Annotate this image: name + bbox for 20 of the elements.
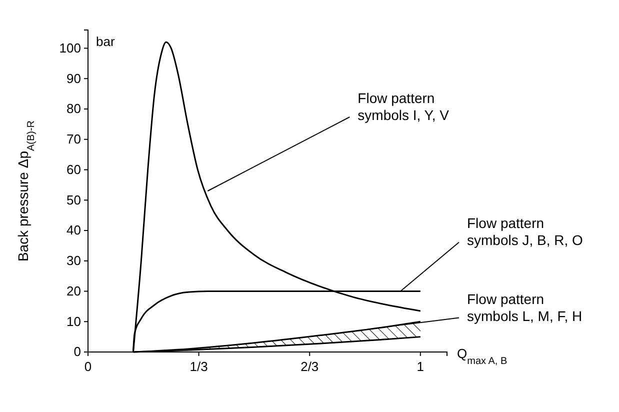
y-tick-label: 90 — [66, 70, 81, 86]
annotation: bar — [96, 34, 116, 49]
y-tick-label: 10 — [66, 314, 81, 329]
y-tick-label: 80 — [66, 101, 81, 116]
y-tick-label: 30 — [66, 253, 81, 268]
x-tick-label: 0 — [84, 359, 92, 374]
y-tick-label: 40 — [66, 222, 81, 238]
x-tick-label: 1/3 — [190, 359, 208, 374]
y-tick-label: 0 — [74, 344, 81, 360]
annotation: Flow pattern symbols L, M, F, H — [467, 290, 582, 324]
x-tick-label: 2/3 — [300, 359, 319, 374]
x-axis-title: Q$_{max A, B}$ — [457, 346, 508, 366]
y-tick-label: 50 — [66, 192, 81, 208]
x-tick-label: 1 — [416, 359, 424, 374]
y-tick-label: 20 — [66, 283, 81, 298]
y-tick-label: 100 — [59, 40, 81, 56]
y-tick-label: 70 — [66, 132, 81, 147]
annotation: Flow pattern symbols J, B, R, O — [467, 215, 584, 248]
annotation: Flow pattern symbols I, Y, V — [358, 90, 450, 123]
y-tick-label: 60 — [66, 162, 81, 177]
